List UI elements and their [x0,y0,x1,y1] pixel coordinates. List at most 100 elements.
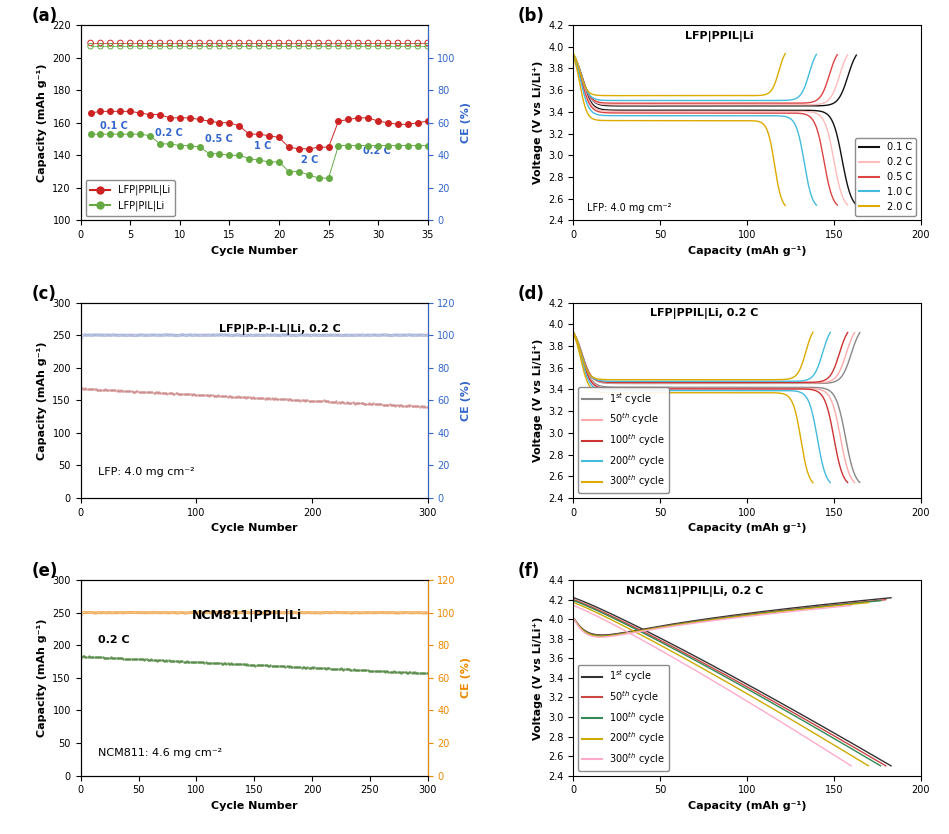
Point [254,659,270,672]
Point [108,329,123,342]
Point [217,606,233,620]
Point [362,664,377,677]
Point [102,384,117,397]
Point [364,606,380,620]
Point [281,329,296,342]
Point [175,328,190,341]
Point [210,656,225,670]
Point [267,329,282,342]
Point [151,329,166,342]
Point [399,329,414,342]
Point [386,329,401,342]
Point [142,39,158,53]
Text: 0.5 C: 0.5 C [205,134,233,144]
Point [164,387,179,400]
Point [286,606,301,620]
Text: 0.1 C: 0.1 C [101,121,128,131]
Point [376,328,391,341]
Point [164,655,179,668]
Point [90,329,105,342]
Point [404,606,419,620]
Point [341,139,356,153]
Point [102,128,118,141]
Point [111,605,126,619]
Point [247,606,262,620]
Point [277,329,292,342]
Point [385,606,400,620]
Text: NCM811|PPIL|Li, 0.2 C: NCM811|PPIL|Li, 0.2 C [625,585,763,597]
Point [177,606,193,620]
Point [222,329,237,342]
Point [397,399,412,412]
Point [321,394,336,408]
Point [195,329,210,342]
Point [246,329,261,342]
Point [374,605,389,619]
Point [184,388,199,401]
Point [186,655,201,668]
Point [281,140,296,153]
Point [392,329,407,342]
Point [179,329,195,342]
Point [373,605,388,619]
Point [221,329,236,342]
Point [223,390,238,404]
Point [258,329,273,342]
Text: (e): (e) [32,562,59,580]
Point [204,606,219,620]
Point [108,651,123,665]
Point [251,606,267,620]
Text: (b): (b) [518,8,545,25]
Point [156,329,171,342]
Point [355,664,370,677]
Point [405,399,420,413]
Point [291,606,307,620]
Point [254,391,270,404]
Point [336,663,351,676]
Point [341,113,356,126]
Point [390,666,405,679]
Point [299,329,314,342]
Point [260,391,275,404]
Point [142,108,158,121]
Point [344,606,359,620]
Point [363,664,379,677]
Point [152,606,167,620]
Point [117,606,132,620]
Point [105,384,121,397]
Point [307,394,322,407]
Point [105,329,121,342]
Point [405,329,420,342]
Point [83,39,98,53]
Point [166,606,181,620]
Point [365,329,381,342]
Point [230,390,245,404]
Point [332,396,347,409]
Point [189,388,204,401]
Point [172,655,187,668]
Point [314,661,329,675]
Point [363,606,379,620]
Point [273,329,288,342]
Point [248,329,263,342]
Point [143,653,158,666]
Point [110,606,125,620]
Point [172,39,187,53]
Point [375,329,390,342]
Point [362,606,377,620]
Point [323,394,338,408]
Point [327,395,343,409]
Point [152,329,167,342]
Point [347,329,363,342]
Point [79,605,94,619]
Point [200,605,215,619]
Point [145,385,160,399]
Point [309,661,325,674]
Point [209,389,224,402]
Point [136,385,151,399]
Point [381,329,397,342]
Point [338,329,353,342]
Point [363,606,378,620]
Point [307,328,322,341]
Point [297,394,312,407]
